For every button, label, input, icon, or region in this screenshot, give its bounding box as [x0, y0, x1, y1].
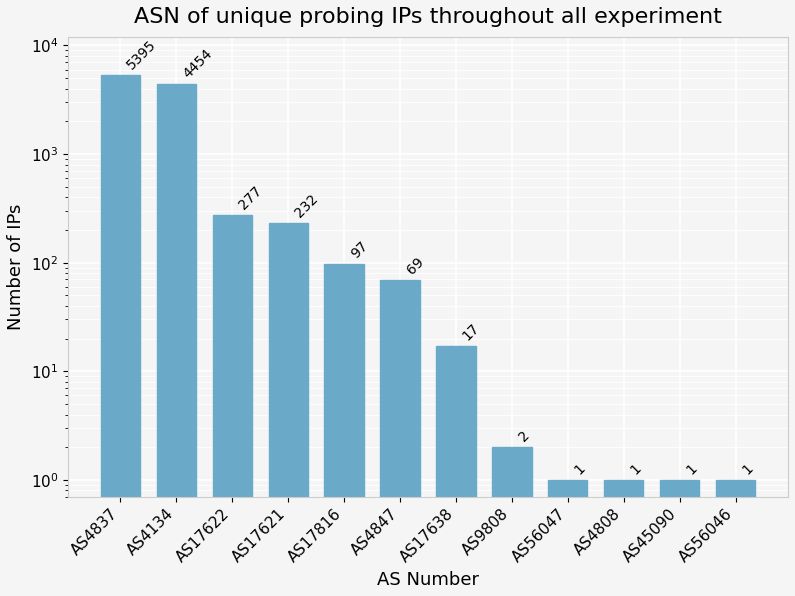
- Bar: [101, 74, 140, 596]
- X-axis label: AS Number: AS Number: [377, 571, 479, 589]
- Bar: [157, 83, 196, 596]
- Bar: [212, 215, 252, 596]
- Bar: [324, 264, 363, 596]
- Y-axis label: Number of IPs: Number of IPs: [7, 204, 25, 330]
- Text: 1: 1: [684, 461, 700, 477]
- Title: ASN of unique probing IPs throughout all experiment: ASN of unique probing IPs throughout all…: [134, 7, 722, 27]
- Bar: [381, 280, 420, 596]
- Bar: [436, 346, 475, 596]
- Text: 1: 1: [628, 461, 644, 477]
- Bar: [604, 480, 643, 596]
- Bar: [269, 223, 308, 596]
- Text: 1: 1: [740, 461, 756, 477]
- Text: 4454: 4454: [180, 46, 215, 81]
- Bar: [492, 447, 532, 596]
- Text: 5395: 5395: [124, 37, 159, 72]
- Text: 277: 277: [236, 184, 265, 212]
- Text: 232: 232: [293, 192, 320, 220]
- Bar: [660, 480, 700, 596]
- Text: 1: 1: [572, 461, 588, 477]
- Text: 97: 97: [348, 239, 370, 261]
- Text: 69: 69: [404, 255, 427, 277]
- Text: 17: 17: [460, 321, 483, 343]
- Bar: [716, 480, 755, 596]
- Bar: [549, 480, 588, 596]
- Text: 2: 2: [516, 429, 532, 445]
